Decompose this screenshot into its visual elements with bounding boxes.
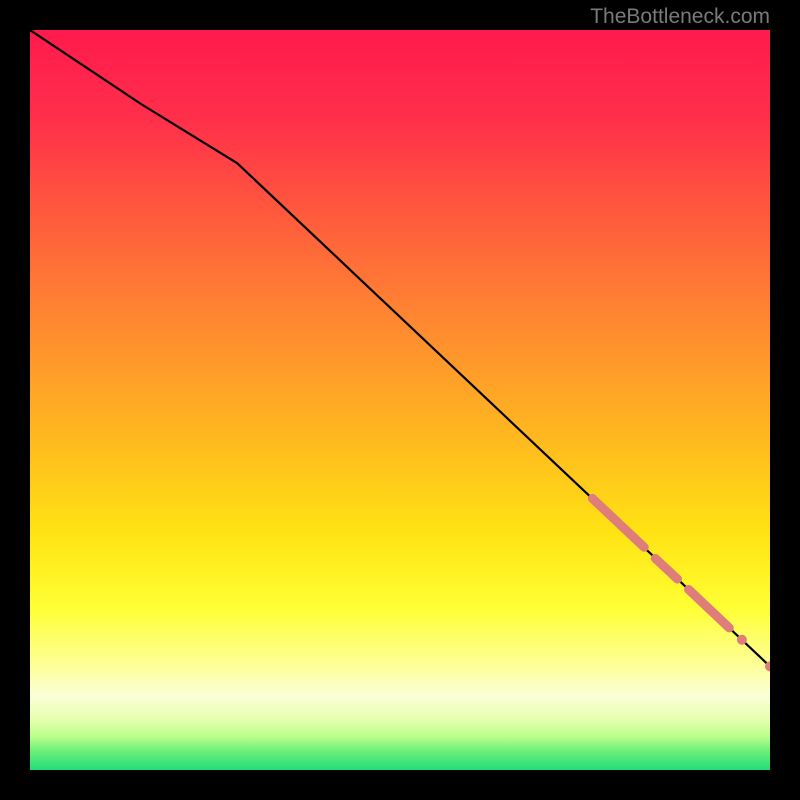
chart-frame: TheBottleneck.com [0,0,800,800]
highlight-segment [655,558,677,579]
chart-svg [30,30,770,770]
highlight-dot [737,635,747,645]
highlight-segment [689,589,730,627]
plot-area [30,30,770,770]
trend-line [30,30,770,666]
watermark-text: TheBottleneck.com [590,5,770,29]
highlight-segment [592,498,644,547]
